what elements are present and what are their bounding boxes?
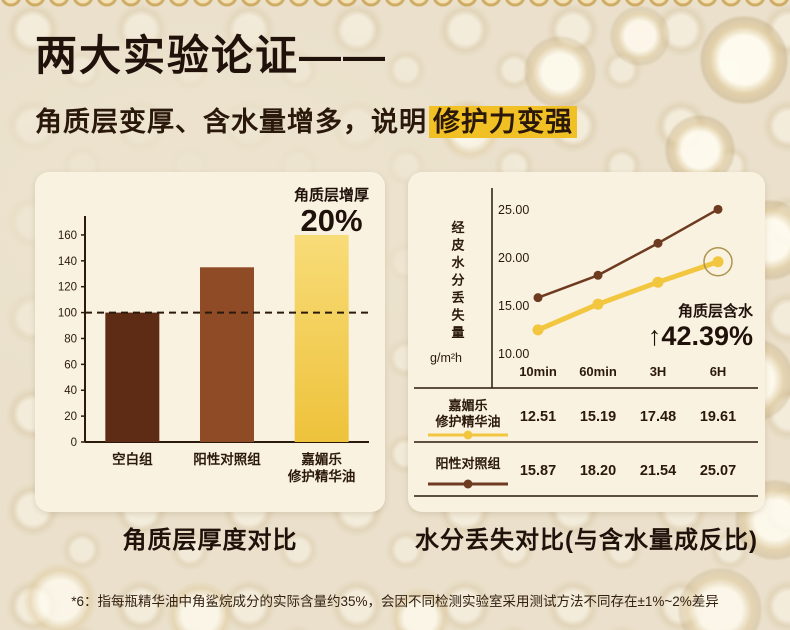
line-annotation-value: ↑42.39% [647, 321, 753, 351]
svg-text:100: 100 [58, 308, 77, 320]
svg-text:0: 0 [71, 437, 77, 449]
svg-text:经: 经 [451, 220, 464, 235]
svg-text:空白组: 空白组 [112, 451, 153, 467]
svg-text:嘉媚乐: 嘉媚乐 [447, 398, 487, 413]
line-annotation-label: 角质层含水 [677, 303, 753, 320]
svg-text:160: 160 [58, 230, 77, 242]
svg-text:120: 120 [58, 282, 77, 294]
bar-chart-caption: 角质层厚度对比 [122, 527, 298, 554]
line-chart-panel: 10.00 15.00 20.00 25.00 经皮水分丢失量 g/m²h 10min 60m… [408, 172, 765, 512]
page-title-dash: —— [299, 32, 388, 79]
svg-text:10.00: 10.00 [498, 347, 529, 361]
subtitle: 角质层变厚、含水量增多，说明 修护力变强 [35, 100, 577, 139]
svg-text:60: 60 [64, 359, 77, 371]
page-title-text: 两大实验论证 [35, 32, 300, 79]
svg-text:修护精华油: 修护精华油 [434, 414, 500, 429]
svg-text:80: 80 [64, 333, 77, 345]
svg-text:20: 20 [64, 411, 77, 423]
bar-chart-panel: 角质层增厚 20% 0 20 40 60 80 100 120 140 160 空白组 阳性对照组 嘉… [35, 172, 385, 512]
svg-text:6H: 6H [710, 364, 727, 379]
svg-text:15.87: 15.87 [520, 463, 556, 479]
svg-text:140: 140 [58, 256, 77, 268]
svg-text:18.20: 18.20 [580, 463, 616, 479]
bar-annotation-label: 角质层增厚 [293, 187, 369, 204]
svg-text:阳性对照组: 阳性对照组 [193, 451, 261, 467]
svg-text:25.00: 25.00 [498, 203, 529, 217]
svg-text:g/m²h: g/m²h [430, 351, 462, 365]
svg-text:25.07: 25.07 [700, 463, 736, 479]
page-title: 两大实验论证—— [35, 22, 387, 83]
svg-text:皮: 皮 [450, 238, 464, 253]
svg-text:水: 水 [451, 255, 465, 270]
svg-text:修护精华油: 修护精华油 [287, 468, 356, 484]
bars [105, 234, 349, 442]
svg-text:17.48: 17.48 [640, 409, 676, 425]
bar-chart-annotation: 角质层增厚 20% [294, 184, 369, 238]
svg-text:3H: 3H [650, 364, 667, 379]
series-line [536, 208, 720, 299]
honeycomb-top-border [0, 0, 790, 12]
svg-text:19.61: 19.61 [700, 409, 736, 425]
svg-text:20.00: 20.00 [498, 251, 529, 265]
svg-text:15.00: 15.00 [498, 299, 529, 313]
svg-text:15.19: 15.19 [580, 409, 616, 425]
svg-text:21.54: 21.54 [640, 463, 676, 479]
line-chart-annotation: 角质层含水 ↑42.39% [648, 300, 753, 352]
bar-annotation-value: 20% [300, 203, 363, 238]
svg-text:分: 分 [451, 273, 464, 288]
svg-text:嘉媚乐: 嘉媚乐 [300, 451, 342, 467]
svg-text:量: 量 [451, 325, 464, 340]
svg-text:40: 40 [64, 385, 77, 397]
svg-text:12.51: 12.51 [520, 409, 556, 425]
series-line [535, 259, 721, 333]
svg-text:阳性对照组: 阳性对照组 [435, 456, 500, 471]
subtitle-highlight: 修护力变强 [429, 106, 577, 138]
subtitle-plain: 角质层变厚、含水量增多，说明 [35, 107, 427, 137]
svg-text:60min: 60min [579, 364, 617, 379]
footnote: *6：指每瓶精华油中角鲨烷成分的实际含量约35%，会因不同检测实验室采用测试方法… [71, 594, 719, 609]
svg-text:丢: 丢 [451, 290, 464, 305]
svg-text:10min: 10min [519, 364, 557, 379]
line-chart-caption: 水分丢失对比(与含水量成反比) [415, 527, 758, 554]
svg-text:失: 失 [451, 308, 465, 323]
